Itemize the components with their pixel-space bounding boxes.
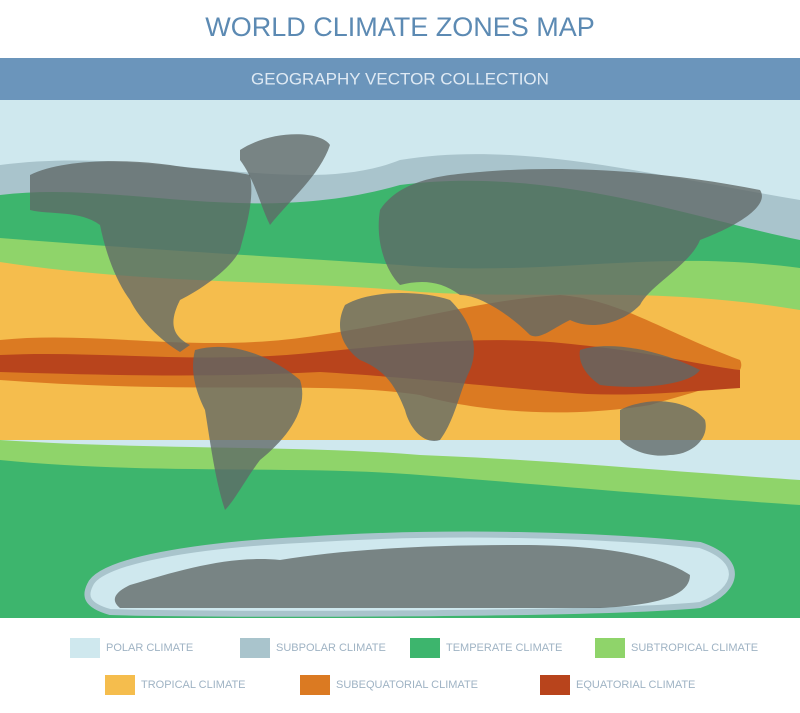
title: WORLD CLIMATE ZONES MAP <box>205 12 595 42</box>
legend-label: SUBEQUATORIAL CLIMATE <box>336 679 478 691</box>
southeast-asia <box>579 346 700 387</box>
legend-label: SUBPOLAR CLIMATE <box>276 642 386 654</box>
legend-swatch <box>70 638 100 658</box>
australia <box>620 401 706 456</box>
africa <box>340 293 474 441</box>
equatorial-zone <box>0 340 740 395</box>
legend-swatch <box>240 638 270 658</box>
legend-label: SUBTROPICAL CLIMATE <box>631 642 758 654</box>
legend-swatch <box>300 675 330 695</box>
banner <box>0 58 800 100</box>
legend-swatch <box>105 675 135 695</box>
greenland <box>240 134 330 225</box>
legend-swatch <box>540 675 570 695</box>
legend-swatch <box>410 638 440 658</box>
legend-swatch <box>595 638 625 658</box>
subtitle: GEOGRAPHY VECTOR COLLECTION <box>251 69 549 88</box>
legend-label: POLAR CLIMATE <box>106 642 193 654</box>
eurasia <box>378 169 762 337</box>
legend-label: TROPICAL CLIMATE <box>141 679 246 691</box>
map <box>0 100 800 618</box>
north-america <box>30 161 252 352</box>
legend-label: TEMPERATE CLIMATE <box>446 642 562 654</box>
south-america <box>193 346 303 510</box>
antarctica <box>114 545 690 608</box>
legend: POLAR CLIMATE SUBPOLAR CLIMATE TEMPERATE C… <box>70 638 758 695</box>
legend-label: EQUATORIAL CLIMATE <box>576 679 695 691</box>
